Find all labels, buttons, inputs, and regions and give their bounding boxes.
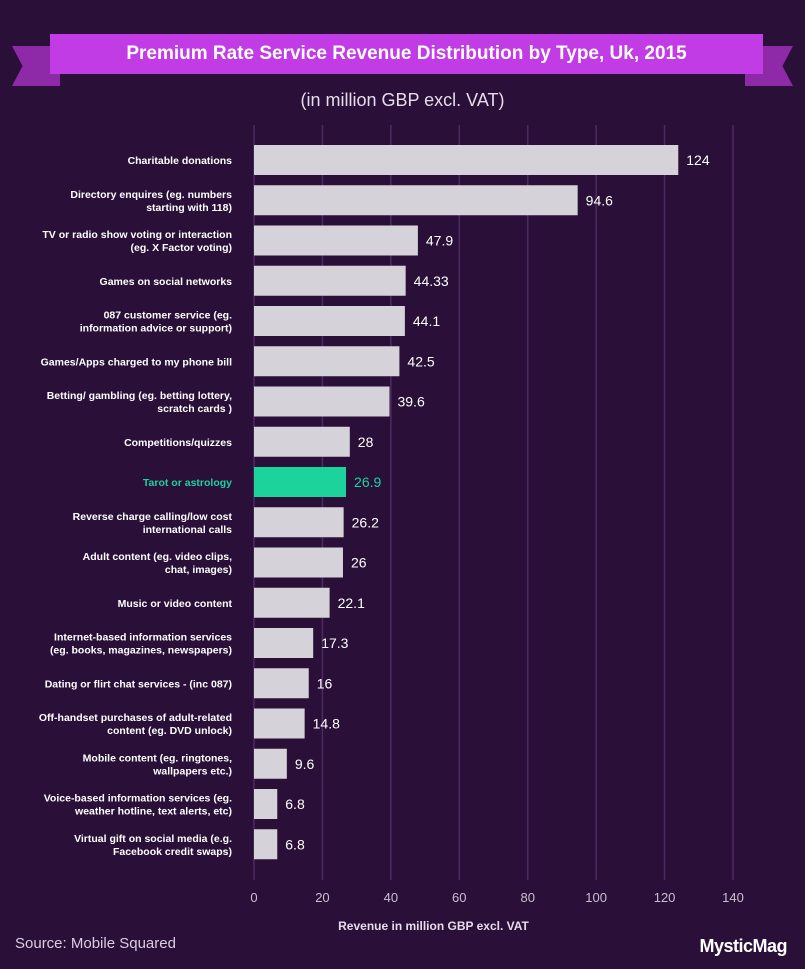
category-label: TV or radio show voting or interaction (e… [42,229,232,254]
bar [254,265,406,296]
value-label: 28 [358,434,374,450]
value-label: 26.9 [354,474,381,490]
x-axis-label: Revenue in million GBP excl. VAT [338,919,529,933]
bar [254,829,278,860]
bar [254,386,390,417]
category-label: Adult content (eg. video clips, chat, ima… [83,551,232,576]
bar [254,668,309,699]
category-label: Tarot or astrology [143,477,232,489]
x-tick-label: 60 [452,890,466,905]
source-note: Source: Mobile Squared [15,935,176,952]
category-label: Mobile content (eg. ringtones, wallpapers… [83,752,232,777]
category-label: Charitable donations [128,155,233,167]
bar [254,748,287,779]
bar [254,185,578,216]
category-label: Music or video content [118,598,233,610]
value-label: 16 [317,675,333,691]
value-label: 22.1 [338,595,365,611]
bar [254,306,405,336]
value-label: 94.6 [586,192,613,208]
category-label: Virtual gift on social media (e.g. Facebo… [74,833,232,858]
bar [254,587,330,618]
value-label: 44.33 [414,273,449,289]
bar [254,426,350,457]
x-tick-label: 120 [654,890,676,905]
value-label: 14.8 [313,716,340,732]
x-tick-label: 100 [585,890,607,905]
bar [254,346,400,377]
bar [254,789,278,819]
mysticmag-logo: MysticMag [699,936,787,956]
category-label: Betting/ gambling (eg. betting lottery, s… [47,390,232,415]
value-label: 124 [686,152,710,168]
value-label: 26.2 [352,514,379,530]
value-label: 6.8 [285,836,305,852]
category-label: Games/Apps charged to my phone bill [41,356,232,368]
x-tick-label: 0 [250,890,257,905]
category-label: Dating or flirt chat services - (inc 087… [45,678,232,690]
category-label: Reverse charge calling/low cost internati… [73,511,233,536]
category-label: Off-handset purchases of adult-related co… [39,712,232,737]
x-tick-label: 40 [384,890,398,905]
category-label: Directory enquires (eg. numbers starting … [70,189,232,214]
bar [254,467,347,497]
bar [254,547,343,578]
value-label: 9.6 [295,756,315,772]
category-label: 087 customer service (eg. information adv… [80,310,232,335]
bar [254,628,314,658]
chart-subtitle: (in million GBP excl. VAT) [300,90,505,110]
bar [254,145,679,175]
bar [254,708,305,739]
x-tick-label: 140 [722,890,744,905]
value-label: 26 [351,555,367,571]
value-label: 47.9 [426,233,453,249]
value-label: 39.6 [397,394,424,410]
x-tick-label: 20 [315,890,329,905]
bar [254,507,344,538]
x-tick-label: 80 [520,890,534,905]
category-label: Voice-based information services (eg. wea… [44,793,232,818]
category-label: Internet-based information services (eg. … [50,632,232,657]
chart-title: Premium Rate Service Revenue Distributio… [50,34,763,74]
value-label: 44.1 [413,313,440,329]
value-label: 42.5 [407,353,434,369]
value-label: 17.3 [321,635,348,651]
category-label: Competitions/quizzes [124,437,232,449]
value-label: 6.8 [285,796,305,812]
bar [254,225,418,256]
category-label: Games on social networks [100,276,233,288]
